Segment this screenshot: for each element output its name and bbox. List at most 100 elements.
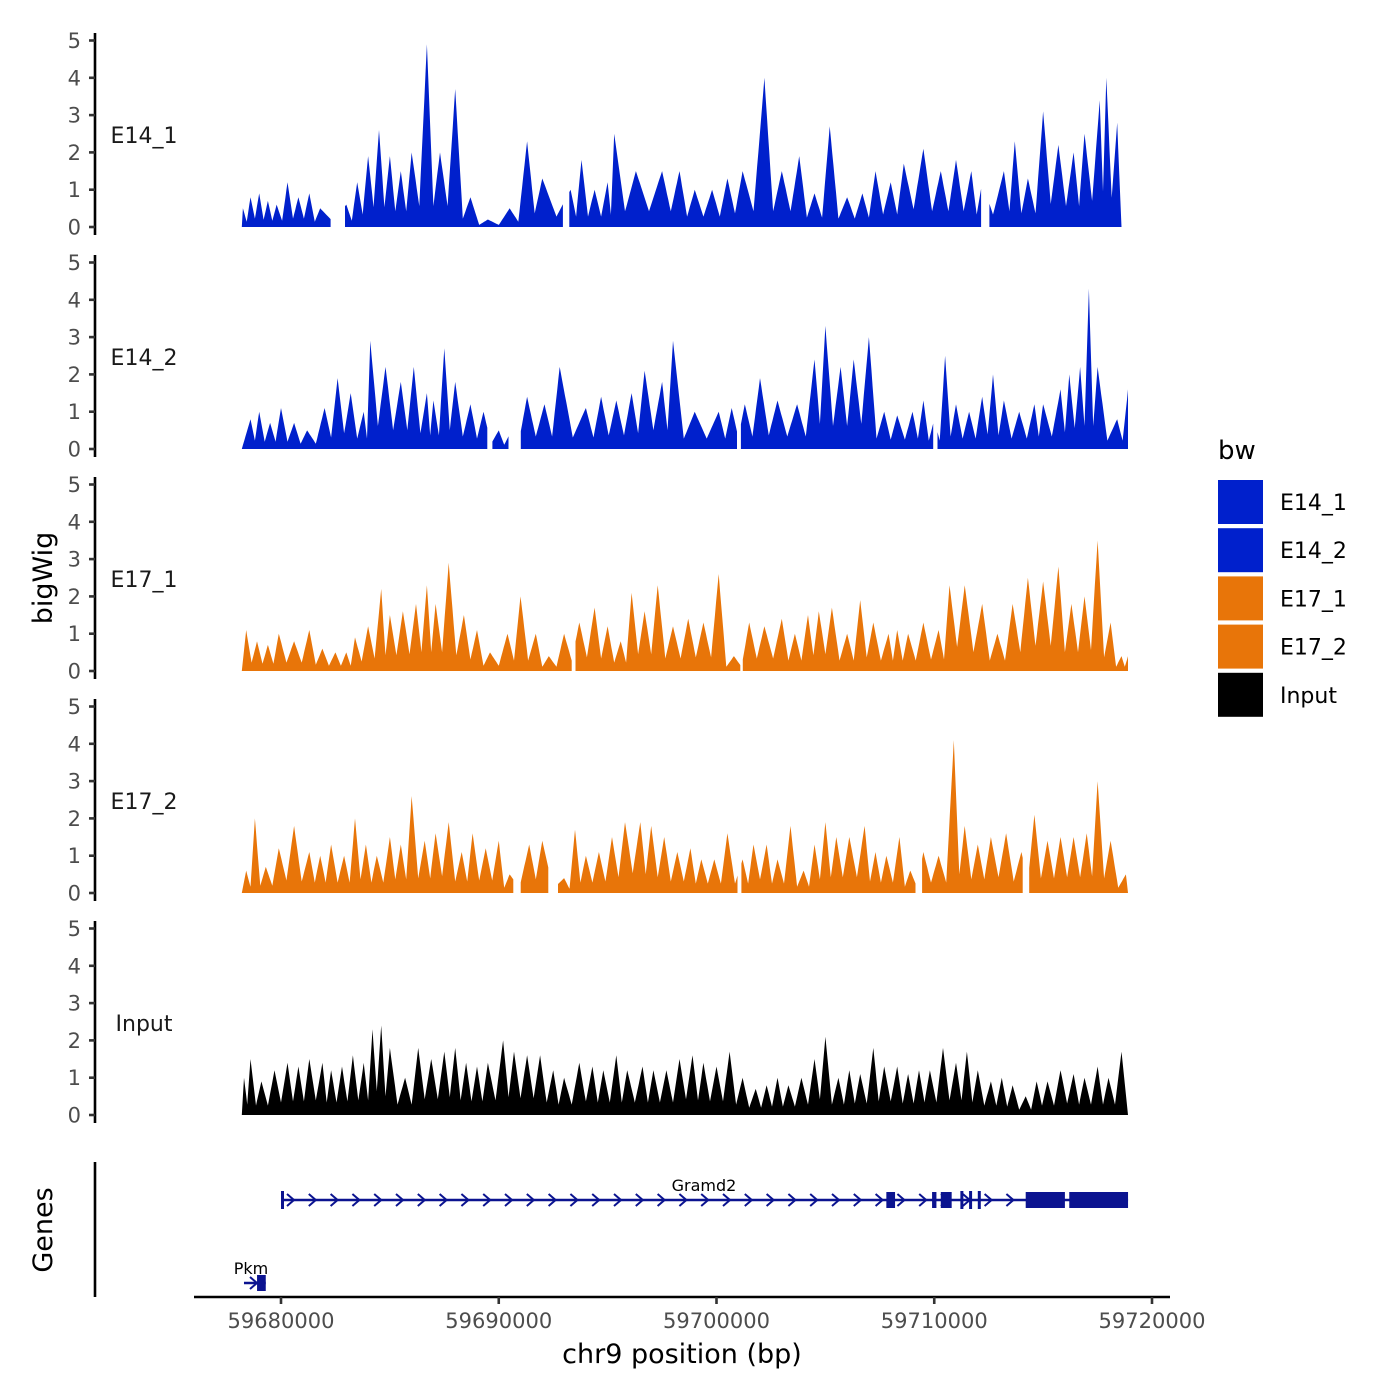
y-tick-label-input: 2 — [68, 1029, 81, 1053]
bigwig-tracks: 0 1 2 3 4 5 E14_1 0 1 2 3 4 5 E14_2 0 1 2 3 4 5 E17_1 0 1 2 3 4 5 E… — [68, 29, 1129, 1128]
y-tick-label-e17-2: 5 — [68, 695, 81, 719]
x-tick-label: 59720000 — [1099, 1309, 1206, 1333]
legend-swatch-e17-1 — [1218, 576, 1263, 621]
exon-gramd2 — [932, 1192, 937, 1208]
y-tick-label-e14-2: 2 — [68, 363, 81, 387]
exon-gramd2 — [969, 1191, 973, 1209]
gene-label-pkm: Pkm — [234, 1259, 269, 1278]
x-tick-label: 59700000 — [663, 1309, 770, 1333]
strand-arrow-gramd2 — [874, 1193, 885, 1207]
strand-arrow-gramd2 — [526, 1193, 536, 1207]
legend-title: bw — [1218, 436, 1256, 466]
signal-area-e17-2 — [241, 796, 514, 893]
legend-swatch-input — [1218, 672, 1263, 717]
y-tick-label-e14-1: 0 — [68, 216, 81, 240]
genes-axis-title: Genes — [28, 1187, 59, 1272]
y-tick-label-e14-1: 1 — [68, 178, 81, 202]
strand-arrow-gramd2 — [286, 1193, 296, 1207]
legend-label-e17-2: E17_2 — [1280, 636, 1347, 661]
signal-area-e14-1 — [569, 77, 982, 227]
exon-gramd2 — [977, 1191, 981, 1209]
exon-pkm — [257, 1275, 266, 1291]
legend-label-input: Input — [1280, 684, 1337, 709]
signal-area-input — [241, 1025, 1129, 1115]
strand-arrow-gramd2 — [308, 1193, 318, 1207]
strand-arrow-pkm — [249, 1276, 259, 1290]
genes-track: Gramd2 Pkm — [93, 1162, 1129, 1297]
strand-arrow-gramd2 — [613, 1193, 623, 1207]
signal-area-e17-2 — [520, 840, 549, 893]
strand-arrow-gramd2 — [635, 1193, 645, 1207]
strand-arrow-gramd2 — [787, 1193, 797, 1207]
exon-gramd2 — [1025, 1192, 1065, 1208]
signal-area-e14-1 — [989, 77, 1122, 227]
signal-area-e14-1 — [345, 44, 563, 228]
signal-area-e17-2 — [922, 740, 1023, 893]
signal-area-e17-1 — [575, 574, 741, 671]
x-tick-label: 59680000 — [228, 1309, 335, 1333]
legend-swatch-e17-2 — [1218, 624, 1263, 669]
signal-area-e17-1 — [241, 562, 572, 671]
strand-arrow-gramd2 — [395, 1193, 405, 1207]
strand-arrow-gramd2 — [547, 1193, 558, 1207]
signal-area-e17-2 — [1029, 781, 1128, 893]
legend: bw E14_1 E14_2 E17_1 E17_2 Input — [1218, 436, 1347, 717]
strand-arrow-gramd2 — [896, 1193, 906, 1207]
signal-area-e14-2 — [937, 288, 1128, 449]
track-label-e17-2: E17_2 — [111, 790, 178, 815]
y-tick-label-e14-2: 5 — [68, 251, 81, 275]
y-tick-label-e14-1: 5 — [68, 29, 81, 53]
y-tick-label-e14-2: 4 — [68, 288, 81, 312]
signal-area-e14-2 — [740, 325, 934, 449]
legend-label-e14-2: E14_2 — [1280, 539, 1347, 564]
strand-arrow-gramd2 — [351, 1193, 361, 1207]
strand-arrow-gramd2 — [504, 1193, 514, 1207]
x-axis: 59680000 59690000 59700000 59710000 59720000 — [194, 1295, 1206, 1333]
track-e17-2: 0 1 2 3 4 5 E17_2 — [68, 695, 1128, 906]
strand-arrow-gramd2 — [329, 1193, 340, 1207]
exon-gramd2 — [940, 1192, 952, 1208]
y-tick-label-e17-1: 1 — [68, 622, 81, 646]
y-tick-label-e17-2: 3 — [68, 770, 81, 794]
signal-area-e17-1 — [742, 540, 1128, 671]
strand-arrow-gramd2 — [656, 1193, 667, 1207]
strand-arrow-gramd2 — [482, 1193, 492, 1207]
signal-area-e14-2 — [492, 430, 509, 449]
y-tick-label-e17-1: 2 — [68, 585, 81, 609]
strand-arrow-gramd2 — [700, 1193, 710, 1207]
exon-gramd2 — [1069, 1192, 1129, 1208]
strand-arrow-gramd2 — [744, 1193, 754, 1207]
strand-arrow-gramd2 — [373, 1193, 383, 1207]
y-tick-label-e17-1: 3 — [68, 548, 81, 572]
y-tick-label-e14-2: 0 — [68, 438, 81, 462]
legend-swatch-e14-1 — [1218, 480, 1263, 524]
signal-area-e17-2 — [558, 822, 738, 893]
y-tick-label-e14-1: 3 — [68, 104, 81, 128]
y-tick-label-e17-1: 0 — [68, 660, 81, 684]
strand-arrow-gramd2 — [438, 1193, 449, 1207]
track-e17-1: 0 1 2 3 4 5 E17_1 — [68, 473, 1128, 684]
y-tick-label-e17-2: 2 — [68, 807, 81, 831]
exon-gramd2 — [886, 1192, 896, 1208]
y-tick-label-input: 5 — [68, 917, 81, 941]
exon-gramd2 — [281, 1191, 284, 1209]
x-tick-label: 59710000 — [881, 1309, 988, 1333]
gene-label-gramd2: Gramd2 — [672, 1176, 737, 1195]
track-input: 0 1 2 3 4 5 Input — [68, 917, 1129, 1128]
gene-gramd2: Gramd2 — [281, 1176, 1129, 1209]
strand-arrow-gramd2 — [722, 1193, 732, 1207]
y-tick-label-input: 3 — [68, 992, 81, 1016]
y-tick-label-input: 4 — [68, 954, 81, 978]
track-e14-2: 0 1 2 3 4 5 E14_2 — [68, 251, 1128, 462]
signal-area-e14-2 — [520, 340, 737, 449]
track-label-e14-2: E14_2 — [111, 346, 178, 371]
y-tick-label-e17-2: 0 — [68, 882, 81, 906]
legend-swatch-e14-2 — [1218, 528, 1263, 573]
y-tick-label-input: 0 — [68, 1104, 81, 1128]
x-axis-title: chr9 position (bp) — [562, 1339, 802, 1370]
exon-gramd2 — [960, 1191, 964, 1209]
legend-label-e14-1: E14_1 — [1280, 491, 1347, 516]
strand-arrow-gramd2 — [765, 1193, 776, 1207]
y-tick-label-e17-1: 4 — [68, 510, 81, 534]
gene-pkm: Pkm — [234, 1259, 269, 1291]
